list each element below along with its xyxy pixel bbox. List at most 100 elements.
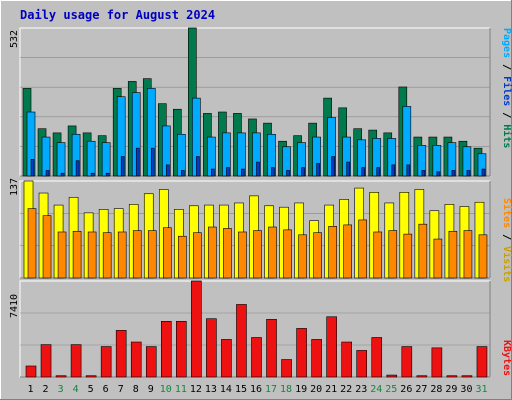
day-label: 28	[430, 384, 442, 395]
sites-bar	[208, 226, 217, 279]
kbytes-bar	[55, 375, 67, 378]
kbytes-bar	[326, 316, 337, 378]
sites-bar	[193, 232, 202, 279]
pages-bar	[316, 163, 320, 177]
pages-bar	[150, 147, 155, 177]
kbytes-bar	[311, 339, 322, 378]
sites-bar	[178, 235, 187, 279]
pages-bar	[271, 167, 275, 177]
pages-bar	[436, 171, 441, 177]
sites-bar	[268, 226, 277, 279]
sites-bar	[328, 226, 337, 279]
sites-bar	[418, 223, 428, 279]
kbytes-bar	[70, 344, 82, 378]
legend-sites: Visits	[501, 246, 512, 282]
day-label: 16	[250, 384, 262, 395]
kbytes-bar	[446, 375, 458, 378]
files-bar	[86, 140, 96, 177]
kbytes-bar	[356, 350, 368, 378]
day-label: 25	[385, 384, 397, 395]
files-bar	[432, 145, 442, 177]
pages-bar	[45, 170, 50, 177]
day-label: 31	[475, 384, 487, 395]
sites-bar	[253, 230, 262, 279]
sites-bar	[388, 230, 398, 279]
legend-pages: Hits	[501, 124, 512, 148]
day-label: 18	[280, 384, 292, 395]
day-label: 12	[190, 384, 202, 395]
kbytes-bar	[160, 320, 172, 378]
sites-bar	[448, 230, 458, 279]
sites-bar	[313, 232, 322, 279]
hits-ymax-label: 532	[9, 30, 20, 48]
day-label: 1	[28, 384, 34, 395]
legend-mid: Sites / Visits	[501, 198, 512, 282]
sites-bar	[223, 228, 232, 279]
day-label: 19	[295, 384, 307, 395]
sites-bar	[343, 224, 352, 279]
legend-top: Pages / Files / Hits	[501, 28, 512, 148]
legend-files: Files	[501, 76, 512, 106]
kbytes-panel	[19, 280, 491, 378]
sites-bar	[162, 227, 172, 279]
pages-bar	[196, 156, 200, 177]
sites-bar	[373, 231, 383, 279]
day-label: 7	[118, 384, 124, 395]
pages-bar	[75, 160, 80, 177]
kbytes-bar	[461, 375, 473, 378]
day-label: 26	[400, 384, 412, 395]
sites-bar	[42, 215, 52, 279]
kbytes-bar	[85, 375, 97, 378]
legend-kbytes: KBytes	[501, 340, 512, 376]
kbytes-ymax-label: 7410	[9, 294, 20, 318]
sites-bar	[57, 231, 67, 279]
day-label: 5	[88, 384, 94, 395]
pages-bar	[120, 156, 125, 177]
legend-bot: KBytes	[501, 340, 512, 376]
kbytes-bar	[206, 318, 217, 378]
pages-bar	[165, 164, 170, 177]
pages-bar	[346, 161, 350, 177]
day-label: 6	[103, 384, 109, 395]
kbytes-bar	[191, 280, 202, 378]
day-label: 11	[175, 384, 187, 395]
day-label: 22	[340, 384, 352, 395]
day-label: 21	[325, 384, 337, 395]
pages-bar	[361, 167, 366, 177]
pages-bar	[286, 170, 290, 177]
visits-sites-panel	[19, 180, 491, 279]
pages-bar	[391, 164, 396, 177]
pages-bar	[301, 167, 305, 177]
legend-sep-1: /	[501, 58, 512, 76]
kbytes-bar	[386, 374, 398, 378]
day-label: 24	[370, 384, 382, 395]
svg-text:KBytes: KBytes	[501, 340, 512, 376]
sites-bar	[102, 232, 112, 279]
pages-bar	[60, 172, 65, 177]
sites-bar	[117, 231, 127, 279]
day-label: 2	[43, 384, 49, 395]
day-label: 15	[235, 384, 247, 395]
sites-bar	[72, 230, 82, 279]
pages-bar	[376, 167, 381, 177]
kbytes-bar	[341, 341, 352, 378]
kbytes-bar	[40, 344, 52, 378]
kbytes-bar	[145, 346, 157, 378]
pages-bar	[135, 147, 140, 177]
day-label: 17	[265, 384, 277, 395]
pages-bar	[451, 170, 456, 177]
day-label: 27	[415, 384, 427, 395]
kbytes-bar	[251, 337, 262, 378]
sites-bar	[147, 230, 157, 279]
pages-bar	[90, 172, 95, 177]
kbytes-bar	[281, 359, 292, 378]
pages-bar	[406, 164, 411, 177]
kbytes-bar	[130, 341, 142, 378]
sites-bar	[403, 233, 413, 279]
legend-hits: Pages	[501, 28, 512, 58]
sites-bar	[27, 208, 37, 279]
pages-bar	[331, 156, 335, 177]
kbytes-bar	[401, 346, 413, 378]
day-label: 4	[73, 384, 79, 395]
